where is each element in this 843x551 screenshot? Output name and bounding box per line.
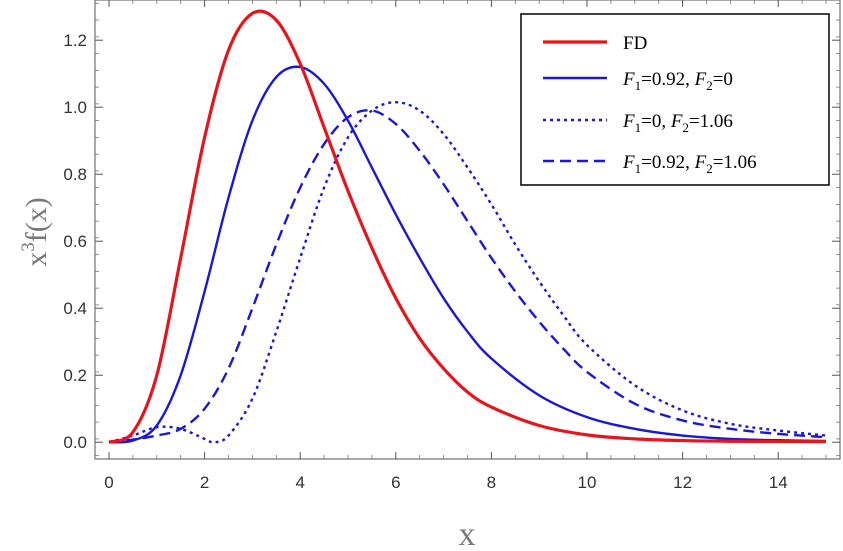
y-axis-label-base: x	[20, 252, 53, 267]
y-tick-label: 0.2	[63, 366, 87, 385]
x-tick-label: 12	[673, 473, 692, 492]
y-tick-label: 0.0	[63, 433, 87, 452]
legend-label-1: FD	[623, 33, 647, 54]
y-tick-label: 1.0	[63, 98, 87, 117]
series-line-2	[108, 65, 827, 444]
legend-label-part: 2	[706, 78, 713, 93]
y-tick-label: 0.4	[63, 299, 87, 318]
x-tick-label: 4	[295, 473, 304, 492]
x-tick-label: 6	[391, 473, 400, 492]
series-line-4	[108, 109, 827, 444]
y-tick-label: 0.6	[63, 232, 87, 251]
legend-label-part: 1	[635, 161, 642, 176]
tick-marks	[95, 0, 840, 459]
legend-label-part: FD	[623, 33, 647, 54]
x-tick-label: 14	[769, 473, 788, 492]
legend-label-2: F1=0.92, F2=0	[622, 69, 733, 93]
x-tick-label: 10	[578, 473, 597, 492]
x-tick-label: 8	[487, 473, 496, 492]
legend-label-part: F	[622, 152, 635, 173]
legend-label-part: 2	[682, 120, 689, 135]
y-tick-label: 0.8	[63, 165, 87, 184]
legend-label-part: =0	[713, 69, 733, 90]
x-tick-label: 2	[200, 473, 209, 492]
tick-labels: 0 2 4 6 8 10 12 140.00.20.40.60.81.01.2	[63, 31, 787, 492]
y-tick-label: 1.2	[63, 31, 87, 50]
legend-label-part: F	[694, 69, 707, 90]
series-line-1	[108, 9, 827, 444]
legend-label-part: F	[622, 69, 635, 90]
legend-label-part: =0,	[641, 111, 671, 132]
legend-label-part: 1	[635, 78, 642, 93]
y-axis-label: x3f(x)	[18, 197, 53, 266]
legend-label-part: 2	[706, 161, 713, 176]
y-axis-label-function: f(x)	[20, 197, 53, 242]
x-axis-label: x	[459, 516, 476, 551]
x-tick-label: 0	[104, 473, 113, 492]
legend-label-part: =1.06	[713, 152, 757, 173]
legend-label-part: F	[670, 111, 683, 132]
y-axis-label-exponent: 3	[18, 242, 39, 252]
legend-label-part: =0.92,	[641, 152, 694, 173]
legend-label-3: F1=0, F2=1.06	[622, 111, 733, 135]
series-curves	[108, 9, 827, 444]
legend-label-part: =1.06	[689, 111, 733, 132]
legend-label-part: F	[622, 111, 635, 132]
legend-label-part: 1	[635, 120, 642, 135]
legend-label-4: F1=0.92, F2=1.06	[622, 152, 757, 176]
legend-label-part: F	[694, 152, 707, 173]
legend-label-part: =0.92,	[641, 69, 694, 90]
